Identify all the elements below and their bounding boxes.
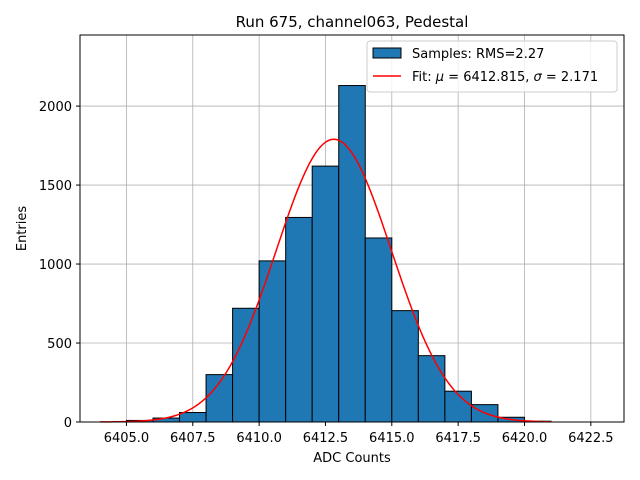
legend-box: [366, 40, 618, 93]
x-tick-label: 6405.0: [104, 431, 150, 446]
histogram-bar: [258, 260, 287, 423]
x-axis-label: ADC Counts: [313, 451, 391, 466]
y-tick-label: 1000: [39, 258, 72, 273]
x-tick-label: 6422.5: [568, 431, 614, 446]
y-tick-label: 1500: [39, 179, 72, 194]
histogram-bar: [179, 412, 207, 423]
legend: Samples: RMS=2.27 Fit: μ = 6412.815, σ =…: [366, 40, 618, 93]
y-tick-label: 0: [64, 416, 72, 431]
histogram-bar: [444, 390, 472, 423]
chart-title: Run 675, channel063, Pedestal: [236, 13, 469, 31]
x-tick-label: 6410.0: [236, 431, 282, 446]
x-tick-label: 6420.0: [502, 431, 548, 446]
histogram-bar: [338, 85, 366, 423]
x-axis-ticks: 6405.0 6407.5 6410.0 6412.5 6415.0 6417.5 6420…: [104, 422, 614, 446]
histogram-bar: [311, 165, 340, 423]
histogram-bars: [125, 85, 552, 423]
x-tick-label: 6415.0: [369, 431, 415, 446]
y-axis-label: Entries: [15, 206, 30, 252]
fit-curve: [99, 138, 552, 423]
x-tick-label: 6417.5: [435, 431, 481, 446]
y-tick-label: 2000: [39, 100, 72, 115]
histogram-bar: [417, 355, 446, 423]
y-axis-ticks: 0 500 1000 1500 2000: [39, 100, 80, 431]
histogram-bar: [391, 310, 419, 423]
plot-frame: [79, 34, 625, 423]
y-tick-label: 500: [47, 337, 72, 352]
legend-fit-label: Fit: μ = 6412.815, σ = 2.171: [412, 70, 598, 85]
x-tick-label: 6407.5: [170, 431, 216, 446]
legend-histogram-swatch: [372, 47, 402, 59]
histogram-bar: [364, 237, 393, 423]
histogram-bar: [232, 307, 260, 423]
x-tick-label: 6412.5: [303, 431, 349, 446]
histogram-bar: [285, 216, 313, 423]
legend-histogram-label: Samples: RMS=2.27: [412, 47, 544, 62]
